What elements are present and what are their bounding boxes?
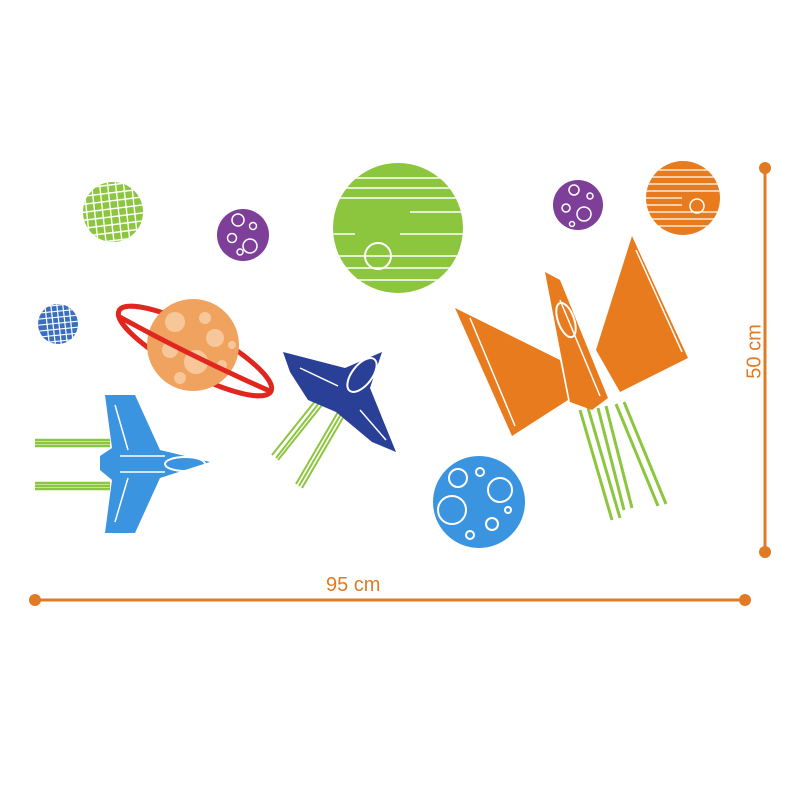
blue-grid-planet-icon [38,304,78,344]
blue-spaceship-icon [35,395,210,533]
orange-striped-planet-icon [646,161,720,235]
green-grid-planet-icon [83,182,143,242]
ringed-orange-planet-icon [115,299,275,399]
small-purple-bubble-planet-icon [553,180,603,230]
blue-bubble-planet-icon [433,456,525,548]
orange-spaceship-icon [455,236,688,521]
navy-spaceship-icon [271,352,396,489]
height-dimension-line [759,162,771,558]
width-dimension-line [29,594,751,606]
purple-bubble-planet-icon [217,209,269,261]
width-dimension-label: 95 cm [326,574,381,596]
green-striped-planet-icon [333,163,463,293]
height-dimension-label: 50 cm [743,324,766,379]
